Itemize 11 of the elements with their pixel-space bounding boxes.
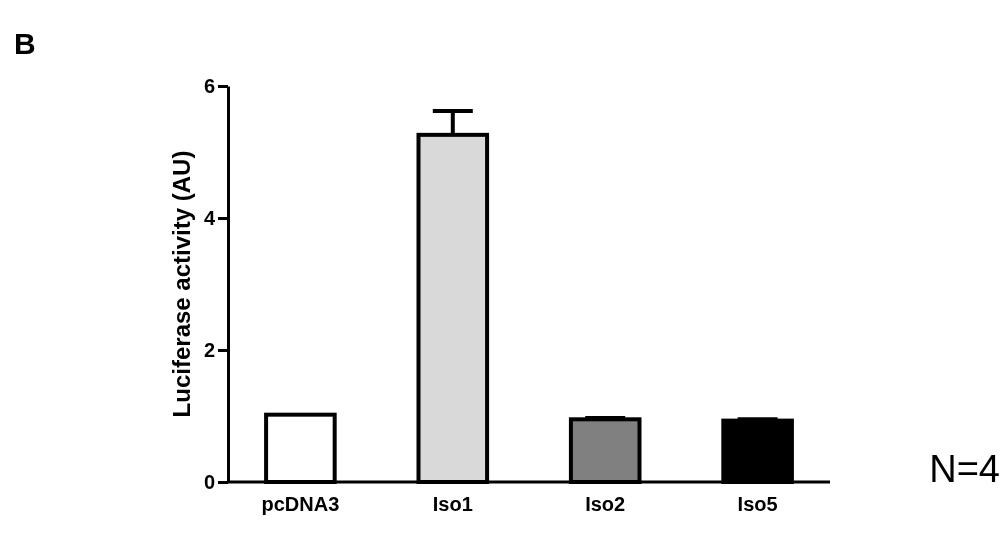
x-tick-label: pcDNA3	[261, 493, 340, 515]
x-tick-label: Iso2	[585, 493, 626, 515]
y-tick-label: 0	[203, 470, 215, 493]
y-tick-label: 6	[203, 74, 215, 97]
text: N=4	[929, 448, 1000, 490]
y-axis-title: Luciferase activity (AU)	[168, 150, 195, 418]
y-tick-label: 2	[203, 338, 215, 361]
y-tick-label: 4	[203, 206, 216, 229]
x-tick-label: Iso1	[432, 493, 473, 515]
x-tick-label: Iso5	[737, 493, 778, 515]
text: B	[14, 27, 36, 60]
